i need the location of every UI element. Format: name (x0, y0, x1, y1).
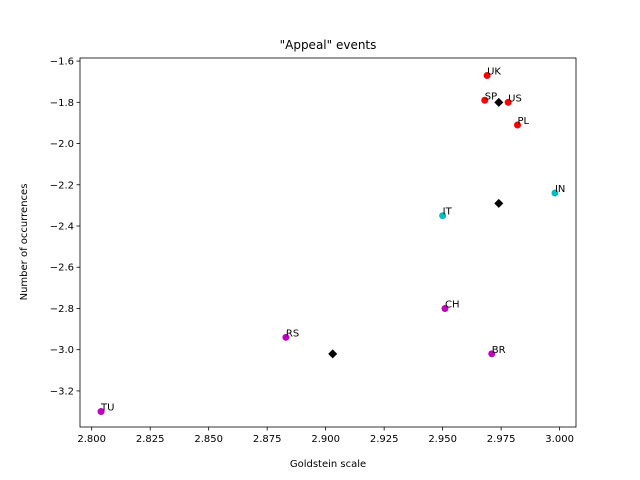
data-point-br (488, 350, 496, 358)
data-point-tu (97, 408, 105, 416)
y-tick-label: −3.0 (50, 345, 74, 356)
point-label-it: IT (443, 207, 453, 218)
y-axis: −3.2 −3.0 −2.8 −2.6 −2.4 −2.2 −2.0 −1.8 −1.6 (50, 57, 80, 397)
y-tick-label: −1.6 (50, 57, 74, 68)
point-label-uk: UK (487, 67, 501, 78)
y-tick-label: −1.8 (50, 98, 74, 109)
x-tick-label: 2.800 (77, 434, 106, 445)
data-point-rs (282, 333, 290, 341)
plot-area (79, 57, 577, 428)
y-axis-title: Number of occurrences (19, 184, 30, 301)
x-axis: 2.800 2.825 2.850 2.875 2.900 2.925 2.950 2.975… (77, 427, 574, 445)
data-point-in (551, 189, 559, 197)
x-tick-label: 2.825 (136, 434, 165, 445)
x-tick-label: 2.925 (370, 434, 399, 445)
point-label-br: BR (492, 345, 506, 356)
data-point-us (504, 98, 512, 106)
centroid-markers (328, 97, 504, 359)
chart-title: "Appeal" events (280, 38, 377, 52)
point-label-sp: SP (485, 91, 497, 102)
y-tick-label: −2.0 (50, 139, 74, 150)
point-label-rs: RS (286, 328, 299, 339)
centroid-marker-3 (328, 349, 338, 359)
x-tick-label: 3.000 (545, 434, 574, 445)
point-label-ch: CH (445, 299, 460, 310)
x-tick-label: 2.875 (253, 434, 282, 445)
y-tick-label: −2.4 (50, 222, 74, 233)
x-tick-label: 2.850 (194, 434, 223, 445)
x-tick-label: 2.950 (428, 434, 457, 445)
y-tick-label: −2.2 (50, 180, 74, 191)
data-point-uk (483, 72, 491, 80)
point-label-pl: PL (518, 116, 530, 127)
centroid-marker-1 (494, 97, 504, 107)
point-label-us: US (508, 93, 522, 104)
x-axis-title: Goldstein scale (290, 459, 366, 470)
data-point-pl (514, 121, 522, 129)
point-label-in: IN (555, 184, 565, 195)
x-tick-label: 2.975 (487, 434, 516, 445)
data-point-sp (481, 96, 489, 104)
y-tick-label: −2.8 (50, 304, 74, 315)
data-points (97, 72, 559, 416)
x-tick-label: 2.900 (311, 434, 340, 445)
centroid-marker-2 (494, 198, 504, 208)
data-point-it (439, 212, 447, 220)
point-label-tu: TU (100, 403, 114, 414)
point-labels: UK SP US PL IN IT CH RS BR TU (100, 67, 565, 414)
y-tick-label: −2.6 (50, 263, 74, 274)
data-point-ch (441, 304, 449, 312)
y-tick-label: −3.2 (50, 386, 74, 397)
